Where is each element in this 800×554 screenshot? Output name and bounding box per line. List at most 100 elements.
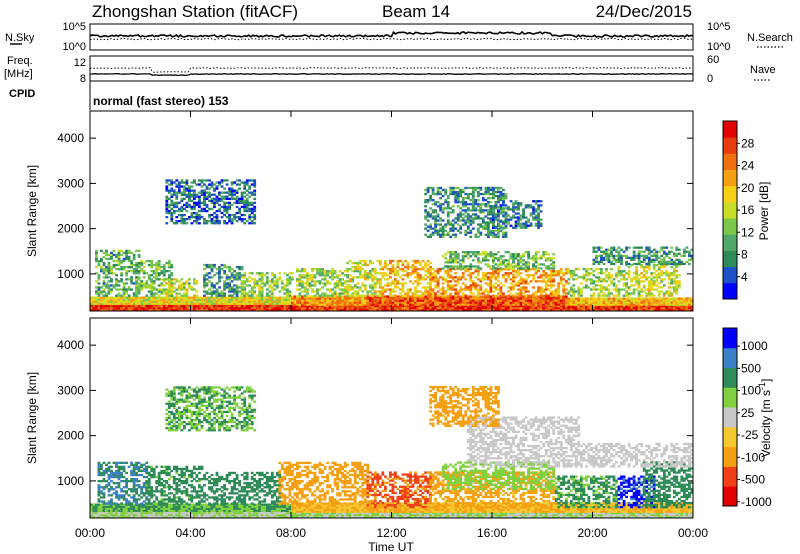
data-cell [167,274,171,277]
data-cell [135,296,138,299]
data-cell [155,292,159,295]
data-cell [429,233,432,236]
data-cell [127,288,131,291]
data-cell [497,263,500,266]
data-cell [248,298,252,301]
data-cell [660,266,664,269]
data-cell [471,209,475,212]
data-cell [270,282,274,285]
data-cell [542,290,546,293]
data-cell [378,304,382,308]
data-cell [519,272,523,275]
data-cell [429,297,432,300]
data-cell [353,303,357,306]
data-cell [363,297,367,300]
data-cell [662,299,666,302]
data-cell [190,296,194,299]
data-cell [449,255,453,258]
data-cell [278,298,282,301]
data-cell [363,306,367,310]
data-cell [471,205,475,208]
data-cell [602,304,606,308]
data-cell [497,304,500,308]
data-cell [675,297,679,300]
data-cell [464,251,468,254]
data-cell [150,290,154,293]
data-cell [592,297,596,300]
data-cell [102,296,106,299]
data-cell [280,300,284,303]
data-cell [494,263,498,266]
data-cell [130,280,133,283]
data-cell [117,304,121,308]
data-cell [157,290,161,293]
data-cell [615,304,618,308]
data-cell [203,276,206,279]
data-cell [499,303,503,306]
data-cell [635,272,638,275]
data-cell [620,272,623,275]
data-cell [600,299,603,302]
data-cell [690,304,694,308]
data-cell [672,304,676,308]
data-cell [348,280,352,283]
data-cell [356,303,360,306]
data-cell [585,274,588,277]
data-cell [476,231,480,234]
data-cell [494,233,498,236]
data-cell [100,290,103,293]
data-cell [635,306,638,310]
data-cell [464,223,468,226]
data-cell [471,253,475,256]
data-cell [162,309,166,312]
data-cell [273,309,277,312]
data-cell [373,282,377,285]
data-cell [605,270,608,273]
data-cell [675,258,679,261]
data-cell [459,301,463,304]
data-cell [489,221,493,224]
data-cell [162,268,166,271]
data-cell [690,254,694,257]
data-cell [286,284,289,287]
data-cell [228,276,231,279]
data-cell [549,297,553,300]
data-cell [509,309,513,312]
data-cell [135,286,138,289]
data-cell [456,297,460,300]
data-cell [200,296,204,299]
data-cell [160,266,164,269]
data-cell [102,276,106,279]
data-cell [469,209,473,212]
data-cell [353,261,357,265]
data-cell [474,309,478,312]
data-cell [313,280,317,283]
data-cell [602,278,606,281]
data-cell [680,303,684,306]
data-cell [140,304,144,308]
data-cell [502,306,505,310]
data-cell [610,303,613,306]
data-cell [617,299,621,302]
data-cell [615,306,618,310]
data-cell [95,298,98,301]
data-cell [371,309,375,312]
data-cell [446,211,450,214]
data-cell [494,267,498,270]
data-cell [167,286,171,289]
data-cell [308,301,312,304]
data-cell [595,256,598,259]
data-cell [250,272,254,275]
data-cell [585,280,588,283]
data-cell [92,300,96,303]
data-cell [504,235,508,238]
data-cell [268,309,272,312]
data-cell [534,297,538,300]
data-cell [476,278,480,281]
data-cell [117,288,121,291]
data-cell [479,295,483,298]
data-cell [313,294,317,297]
data-cell [240,280,244,283]
data-cell [306,299,309,302]
data-cell [177,304,181,308]
